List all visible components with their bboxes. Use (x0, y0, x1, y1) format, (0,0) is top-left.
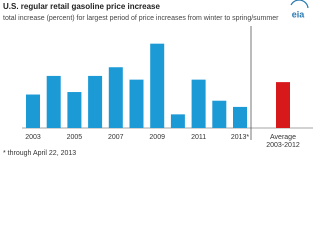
average-label: 2003-2012 (266, 142, 300, 149)
average-label: Average (270, 134, 296, 141)
chart: U.S. regular retail gasoline price incre… (3, 0, 313, 157)
bar (212, 100, 227, 128)
x-tick-label: 2011 (191, 134, 206, 141)
bar (88, 75, 103, 128)
footnote: * through April 22, 2013 (3, 150, 76, 157)
x-tick-label: 2007 (108, 134, 124, 141)
chart-title: U.S. regular retail gasoline price incre… (3, 2, 161, 11)
bar (233, 106, 247, 128)
bar (26, 94, 40, 128)
bar (150, 43, 165, 128)
bar (46, 75, 61, 128)
chart-subtitle: total increase (percent) for largest per… (3, 15, 279, 22)
bar (129, 79, 144, 128)
x-tick-label: 2003 (25, 134, 41, 141)
logo-arc (290, 0, 309, 9)
x-tick-label: 2005 (67, 134, 83, 141)
bar (276, 82, 290, 128)
x-tick-label: 2013* (231, 134, 250, 141)
bar (108, 67, 123, 128)
bar (67, 92, 82, 128)
bar (170, 114, 185, 128)
logo: eia (292, 9, 306, 19)
x-tick-label: 2009 (149, 134, 165, 141)
bar (191, 79, 206, 128)
